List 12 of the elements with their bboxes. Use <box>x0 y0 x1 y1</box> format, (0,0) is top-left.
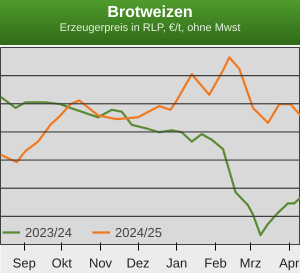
x-tick-label: Jan <box>166 256 188 270</box>
legend-label: 2023/24 <box>25 224 72 240</box>
x-tick-label: Nov <box>88 256 113 270</box>
chart-subtitle: Erzeugerpreis in RLP, €/t, ohne Mwst <box>60 22 240 34</box>
x-tick-label: Sep <box>12 256 36 270</box>
x-tick-label: Feb <box>204 256 227 270</box>
x-tick-label: Mrz <box>240 256 262 270</box>
legend-label: 2024/25 <box>115 224 162 240</box>
x-tick-label: Dez <box>126 256 150 270</box>
x-tick-label: Apr <box>279 256 300 270</box>
chart-title: Brotweizen <box>106 4 194 22</box>
x-tick-label: Okt <box>52 256 72 270</box>
